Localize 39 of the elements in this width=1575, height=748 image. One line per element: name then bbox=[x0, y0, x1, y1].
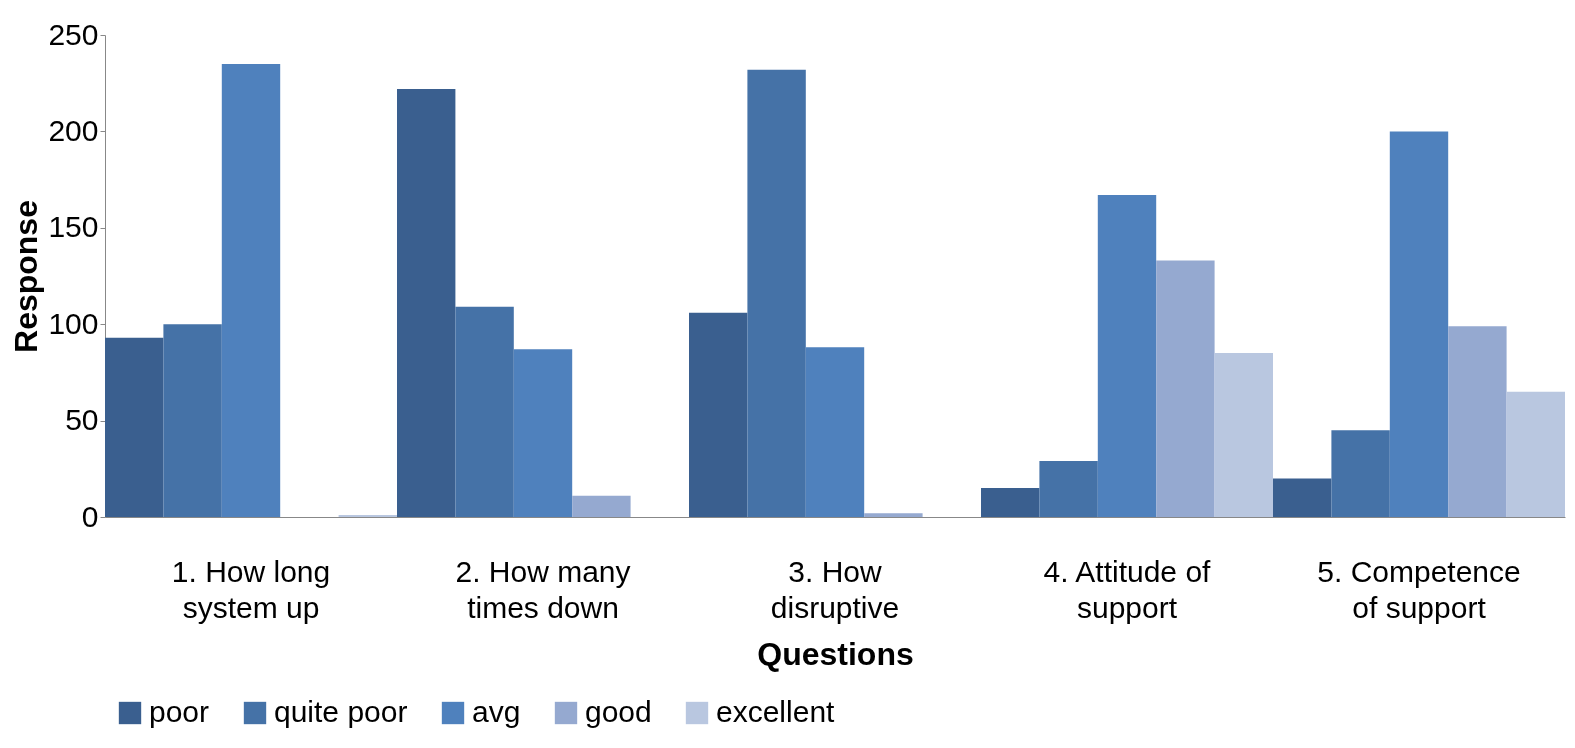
bar bbox=[1156, 260, 1215, 517]
bar bbox=[1506, 391, 1565, 517]
bar bbox=[805, 347, 865, 517]
bar bbox=[397, 88, 456, 517]
bar bbox=[981, 488, 1040, 517]
x-tick-label: 3. How disruptive bbox=[770, 554, 900, 624]
bar bbox=[105, 337, 164, 517]
x-tick-label: 1. How long system up bbox=[171, 554, 331, 624]
x-axis-title: Questions bbox=[757, 635, 914, 672]
y-tick-label: 100 bbox=[48, 306, 99, 340]
bar bbox=[572, 495, 631, 517]
legend-label: poor bbox=[149, 695, 210, 728]
legend-label: excellent bbox=[716, 695, 836, 728]
x-tick-label: 5. Competence of support bbox=[1317, 554, 1521, 624]
bar bbox=[689, 312, 748, 517]
bar bbox=[1331, 430, 1390, 517]
x-tick-label: 2. How many times down bbox=[455, 554, 631, 624]
bar bbox=[1039, 461, 1098, 517]
y-tick-label: 200 bbox=[48, 113, 99, 147]
x-tick-label: 4. Attitude of support bbox=[1043, 554, 1212, 624]
bar bbox=[1448, 326, 1507, 517]
bar bbox=[455, 306, 514, 517]
legend-label: avg bbox=[472, 695, 521, 728]
bar bbox=[513, 349, 573, 517]
bar bbox=[864, 513, 923, 517]
y-tick-label: 250 bbox=[48, 17, 99, 51]
bar bbox=[747, 69, 806, 517]
bar bbox=[221, 63, 281, 517]
bar bbox=[1214, 353, 1273, 517]
legend-label: quite poor bbox=[274, 695, 408, 728]
y-tick-label: 0 bbox=[81, 499, 99, 533]
legend-label: good bbox=[585, 695, 652, 728]
bar bbox=[1273, 478, 1332, 517]
bar bbox=[1389, 131, 1449, 517]
bar bbox=[1097, 195, 1157, 517]
y-tick-label: 50 bbox=[65, 403, 99, 437]
bar bbox=[163, 324, 222, 517]
y-tick-label: 150 bbox=[48, 210, 99, 244]
y-axis-title: Response bbox=[8, 200, 45, 353]
